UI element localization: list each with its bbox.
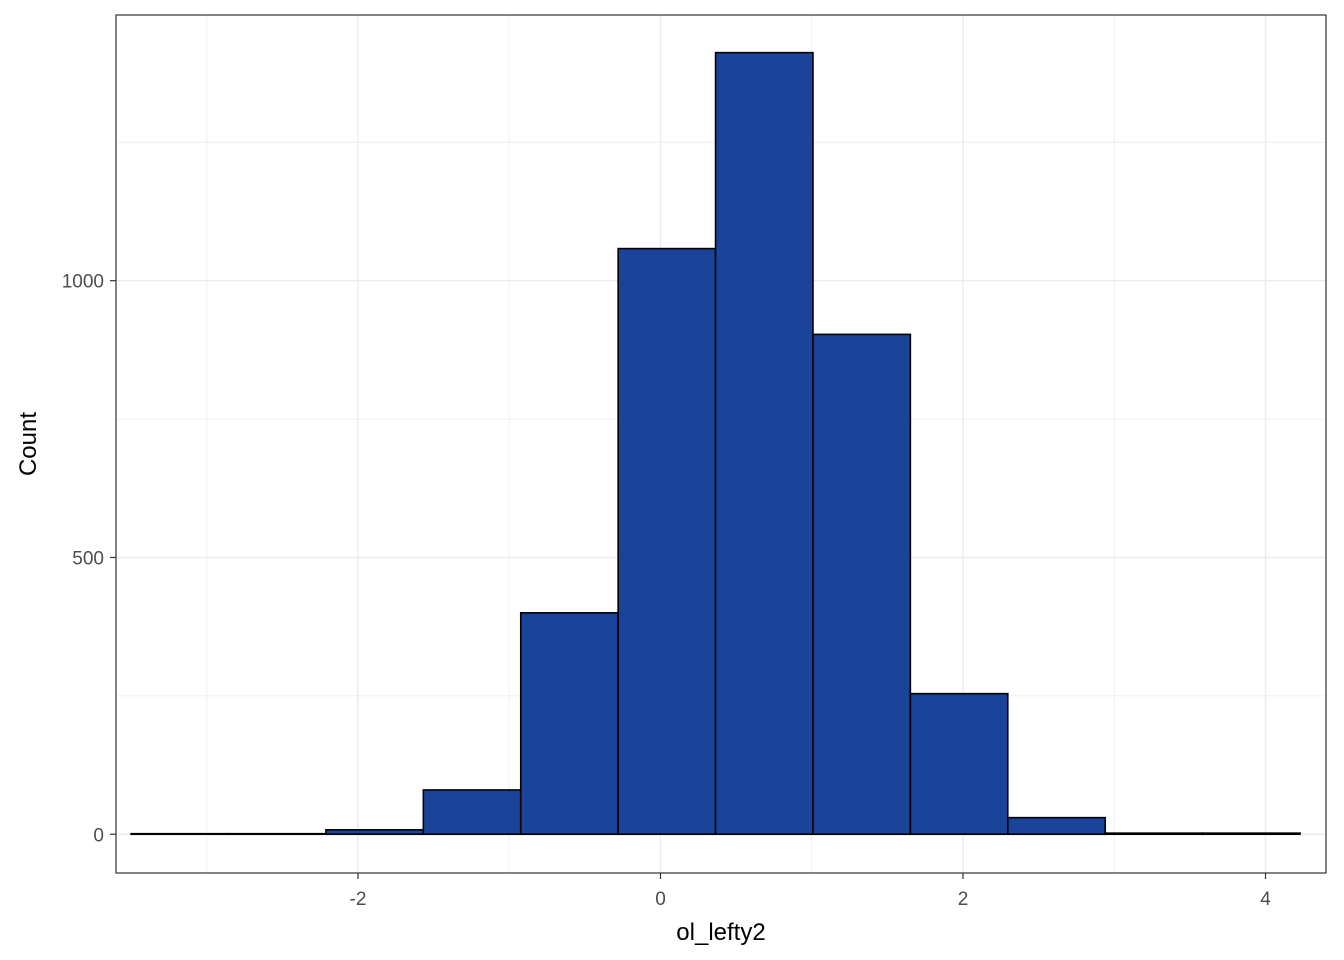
y-tick-label: 500	[72, 548, 104, 569]
histogram-bar	[1104, 832, 1204, 836]
x-tick-label: -2	[350, 889, 367, 910]
y-axis-title: Count	[15, 412, 42, 476]
x-tick-label: 0	[655, 889, 666, 910]
histogram-bar	[812, 333, 912, 836]
histogram-bar	[422, 789, 522, 836]
histogram-bar	[227, 832, 327, 836]
histogram-bar	[617, 247, 717, 836]
y-axis-tick-labels: 0 500 1000	[62, 272, 104, 847]
histogram-bar	[519, 612, 619, 836]
histogram-bar	[714, 51, 814, 836]
histogram-bar	[130, 832, 230, 836]
axis-ticks	[110, 280, 1267, 879]
x-tick-label: 4	[1260, 889, 1271, 910]
x-axis-tick-labels: -2 0 2 4	[350, 889, 1272, 910]
histogram-bar	[909, 692, 1009, 836]
y-tick-label: 0	[93, 825, 104, 846]
histogram-bar	[325, 829, 425, 836]
histogram-bar	[1006, 816, 1106, 836]
x-axis-title: ol_lefty2	[676, 919, 765, 946]
x-tick-label: 2	[958, 889, 969, 910]
y-tick-label: 1000	[62, 272, 104, 293]
panel-border	[115, 14, 1327, 874]
histogram-bar	[1201, 832, 1301, 836]
histogram-bars	[130, 51, 1301, 836]
